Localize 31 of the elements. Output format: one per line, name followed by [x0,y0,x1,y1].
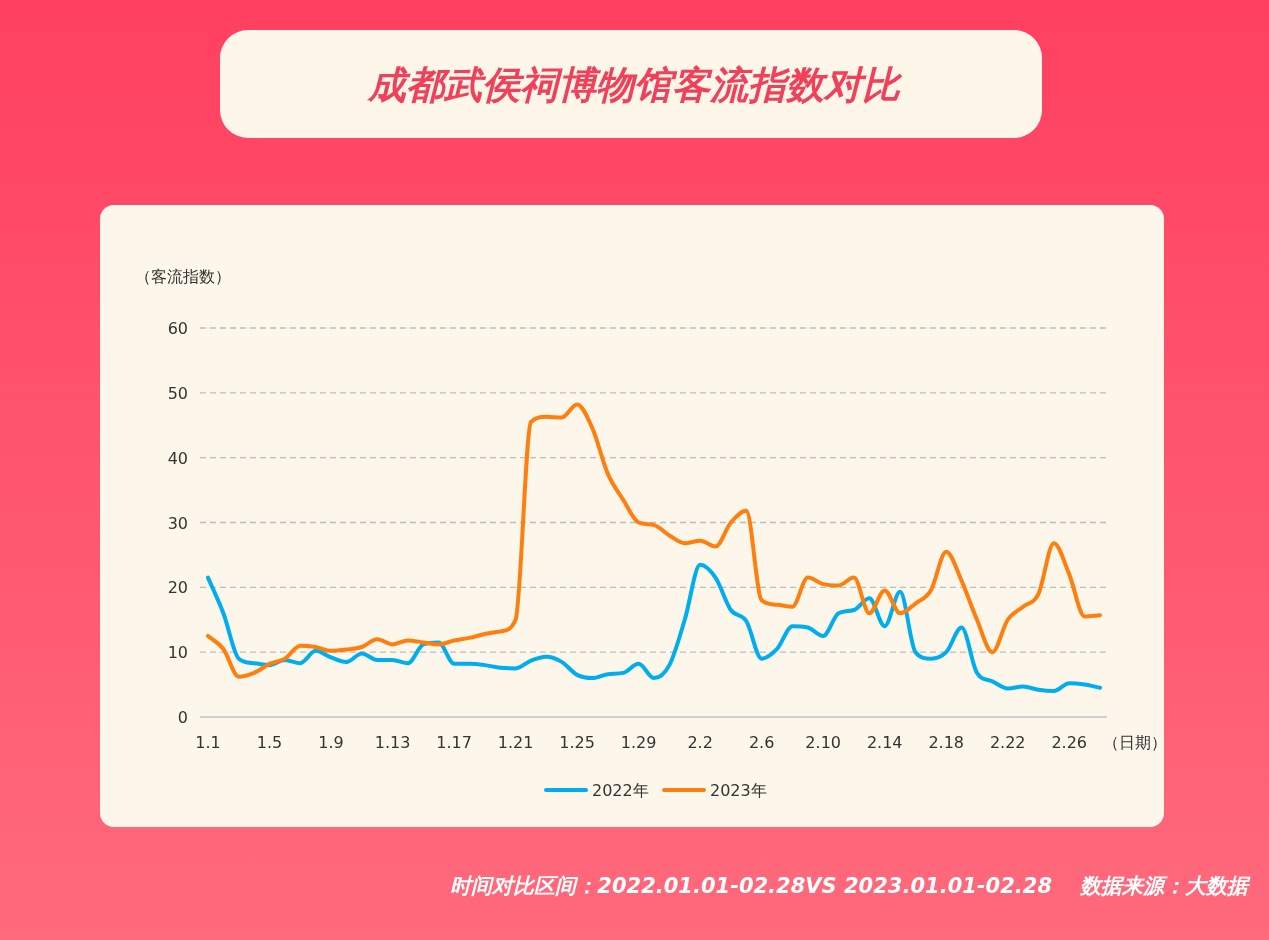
legend-label: 2023年 [710,781,767,800]
x-tick-label: 2.6 [748,733,775,752]
x-tick-label: 1.17 [436,733,472,752]
line-series [206,562,1102,694]
x-tick-label: 2.26 [1051,733,1088,752]
x-tick-label: 2.22 [989,733,1026,752]
x-tick-label: 1.21 [497,733,534,752]
x-axis-title: （日期） [1103,733,1167,752]
y-tick-label: 0 [177,708,188,727]
x-tick-label: 2.18 [928,733,965,752]
x-tick-label: 1.5 [256,733,283,752]
line-series [206,402,1102,679]
y-tick-label: 40 [167,448,188,468]
y-tick-label: 10 [167,643,188,663]
x-tick-label: 2.14 [866,733,903,752]
x-tick-label: 1.29 [620,733,657,752]
y-tick-label: 20 [167,578,188,598]
y-tick-label: 50 [167,383,188,403]
y-tick-label: 30 [167,513,188,533]
x-tick-label: 1.25 [559,733,595,752]
source-note: 数据来源：大数据 [1079,874,1251,898]
y-axis-title: （客流指数） [135,267,231,286]
x-tick-label: 2.2 [687,733,713,752]
x-tick-label: 1.13 [374,733,411,752]
y-tick-label: 60 [167,319,188,338]
chart-title: 成都武侯祠博物馆客流指数对比 [366,63,903,107]
x-tick-label: 2.10 [805,733,841,752]
text: 时间对比区间：2022.01.01-02.28VS 2023.01.01-02.28 [450,874,1052,898]
x-tick-label: 1.1 [195,733,221,752]
x-tick-label: 1.9 [318,733,344,752]
legend-label: 2022年 [592,781,649,800]
